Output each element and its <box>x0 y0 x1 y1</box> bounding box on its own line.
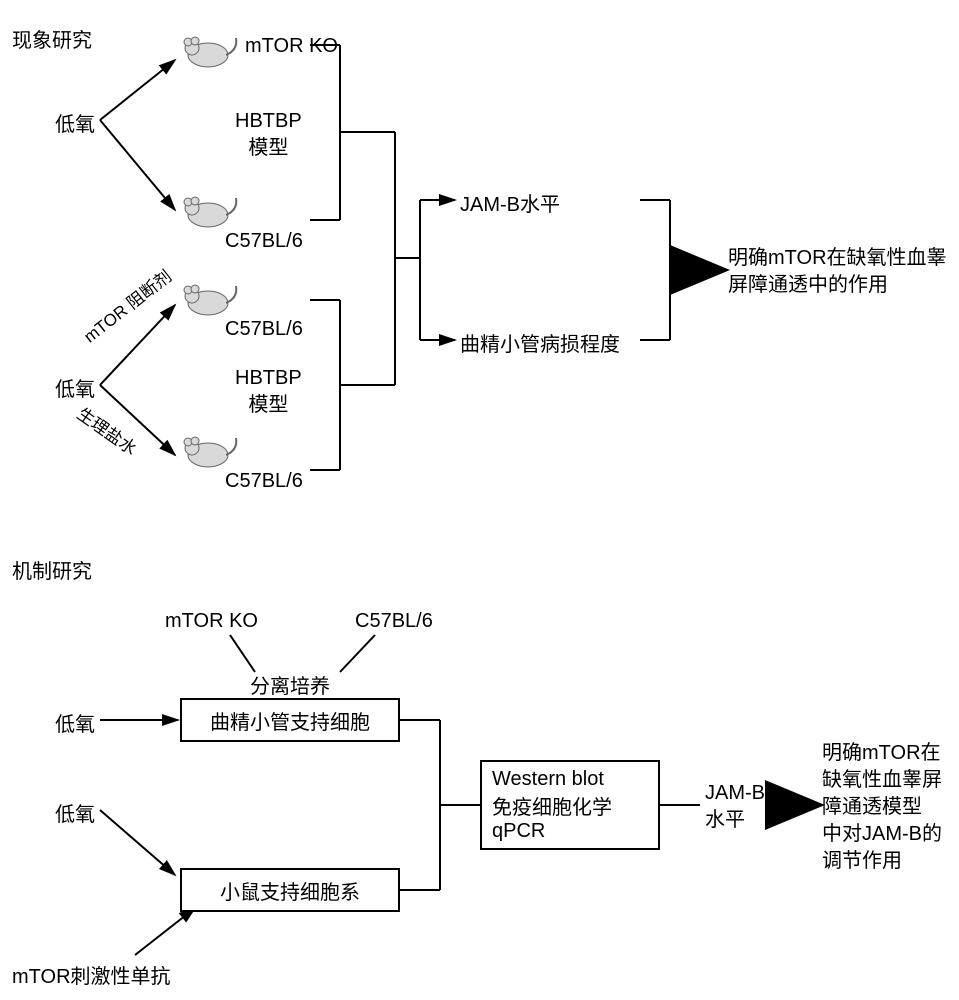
section1-title: 现象研究 <box>12 24 92 53</box>
hypoxia-2: 低氧 <box>55 373 95 402</box>
hbtbp-1: HBTBP 模型 <box>235 108 302 162</box>
section2-title: 机制研究 <box>12 555 92 584</box>
sertoli-primary-label: 曲精小管支持细胞 <box>210 706 370 735</box>
mouse-label-c57-1: C57BL/6 <box>225 230 303 253</box>
sertoli-primary-box: 曲精小管支持细胞 <box>180 698 400 742</box>
diagram-lines <box>0 0 959 1000</box>
mouse-label-c57-2: C57BL/6 <box>225 318 303 341</box>
hypoxia-1: 低氧 <box>55 108 95 137</box>
mouse-icon <box>180 30 240 70</box>
hypoxia-3: 低氧 <box>55 708 95 737</box>
mouse-icon <box>180 278 240 318</box>
hypoxia-4: 低氧 <box>55 798 95 827</box>
mouse-icon <box>180 430 240 470</box>
saline-label: 生理盐水 <box>73 400 143 459</box>
mtor-mab-label: mTOR刺激性单抗 <box>12 960 171 989</box>
mouse-label-c57-3: C57BL/6 <box>225 470 303 493</box>
sertoli-line-label: 小鼠支持细胞系 <box>220 876 360 905</box>
isolation-culture: 分离培养 <box>250 670 330 699</box>
result1: 明确mTOR在缺氧性血睾 屏障通透中的作用 <box>728 245 947 299</box>
sertoli-line-box: 小鼠支持细胞系 <box>180 868 400 912</box>
c57-label: C57BL/6 <box>355 610 433 633</box>
tubule-damage: 曲精小管病损程度 <box>460 328 620 357</box>
mtor-ko-label: mTOR KO <box>165 610 258 633</box>
jamb-level-1: JAM-B水平 <box>460 188 560 217</box>
methods-label: Western blot 免疫细胞化学 qPCR <box>492 768 612 843</box>
methods-box: Western blot 免疫细胞化学 qPCR <box>480 760 660 850</box>
mtor-blocker-label: mTOR 阻断剂 <box>77 263 176 348</box>
mouse-label-mtor-ko: mTOR KO <box>245 35 338 58</box>
result2: 明确mTOR在 缺氧性血睾屏 障通透模型 中对JAM-B的 调节作用 <box>822 740 942 875</box>
mouse-icon <box>180 190 240 230</box>
jamb-level-2: JAM-B 水平 <box>705 780 765 834</box>
hbtbp-2: HBTBP 模型 <box>235 365 302 419</box>
